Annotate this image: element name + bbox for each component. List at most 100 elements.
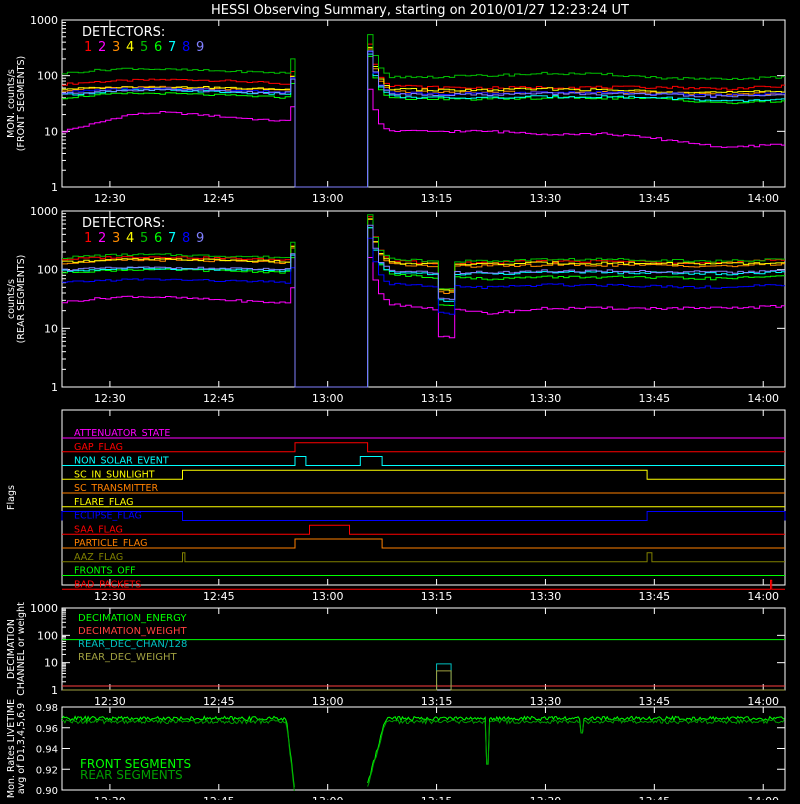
y-tick-label: 10 bbox=[44, 657, 58, 670]
y-tick-label: 1000 bbox=[30, 205, 58, 218]
flag-label: SC_TRANSMITTER bbox=[74, 483, 159, 494]
chart-title: HESSI Observing Summary, starting on 201… bbox=[211, 3, 629, 18]
flag-label: PARTICLE_FLAG bbox=[74, 538, 147, 549]
y-axis-label: avg of D1,3,4,5,6,9 bbox=[16, 703, 27, 794]
panel-frame-1 bbox=[61, 210, 786, 388]
flag-line-non_solar_event bbox=[62, 456, 785, 466]
y-tick-label: 0.96 bbox=[36, 724, 58, 735]
y-tick-label: 100 bbox=[37, 264, 58, 277]
y-axis-label: Flags bbox=[6, 485, 17, 510]
x-tick-label: 13:45 bbox=[638, 695, 670, 708]
flag-line-gap_flag bbox=[62, 442, 785, 453]
x-tick-label: 12:45 bbox=[203, 192, 235, 205]
y-tick-label: 0.98 bbox=[36, 703, 58, 714]
legend-item-3: 3 bbox=[112, 231, 120, 246]
y-tick-label: 1000 bbox=[30, 14, 58, 27]
panel-frame-2 bbox=[61, 409, 786, 586]
x-tick-label: 12:45 bbox=[203, 695, 235, 708]
x-tick-label: 13:00 bbox=[312, 192, 344, 205]
x-tick-label: 13:15 bbox=[421, 590, 453, 603]
x-tick-label: 13:00 bbox=[312, 392, 344, 405]
series-detector-2 bbox=[62, 88, 785, 188]
x-tick-label: 13:15 bbox=[421, 795, 453, 800]
x-tick-label: 12:45 bbox=[203, 795, 235, 800]
flag-label: NON_SOLAR_EVENT bbox=[74, 456, 169, 467]
x-tick-label: 13:45 bbox=[638, 192, 670, 205]
x-tick-label: 13:45 bbox=[638, 590, 670, 603]
x-tick-label: 13:30 bbox=[530, 695, 562, 708]
x-tick-label: 13:00 bbox=[312, 795, 344, 800]
y-tick-label: 1 bbox=[51, 181, 58, 194]
panel-frame-0 bbox=[61, 19, 786, 188]
legend-item-2: 2 bbox=[98, 231, 106, 246]
legend-item-9: 9 bbox=[196, 40, 204, 55]
y-axis-label: Mon. Rates LIVETIME bbox=[6, 699, 17, 798]
x-tick-label: 13:45 bbox=[638, 392, 670, 405]
x-tick-label: 13:00 bbox=[312, 590, 344, 603]
series-detector-6 bbox=[62, 55, 785, 188]
decimation-legend-item: REAR_DEC_WEIGHT bbox=[78, 652, 177, 663]
y-axis-label: counts/s bbox=[6, 279, 17, 319]
x-tick-label: 12:30 bbox=[94, 192, 126, 205]
y-tick-label: 0.94 bbox=[36, 745, 58, 756]
x-tick-label: 14:00 bbox=[747, 795, 779, 800]
legend-item-6: 6 bbox=[154, 231, 162, 246]
x-tick-label: 14:00 bbox=[747, 695, 779, 708]
y-axis-label: CHANNEL or weight bbox=[16, 602, 27, 696]
x-tick-label: 12:30 bbox=[94, 695, 126, 708]
legend-item-8: 8 bbox=[182, 40, 190, 55]
legend-item-1: 1 bbox=[84, 231, 92, 246]
legend-item-5: 5 bbox=[140, 231, 148, 246]
flag-label: FRONTS_OFF bbox=[74, 566, 136, 577]
y-tick-label: 1 bbox=[51, 684, 58, 697]
x-tick-label: 13:00 bbox=[312, 695, 344, 708]
legend-item-1: 1 bbox=[84, 40, 92, 55]
series-detector-9 bbox=[62, 50, 785, 188]
series-detector-9 bbox=[62, 224, 785, 388]
y-axis-label: (REAR SEGMENTS) bbox=[16, 255, 27, 344]
x-tick-label: 14:00 bbox=[747, 192, 779, 205]
flag-label: GAP_FLAG bbox=[74, 442, 123, 453]
legend-item-8: 8 bbox=[182, 231, 190, 246]
livetime-legend-item: REAR SEGMENTS bbox=[80, 768, 183, 782]
legend-item-4: 4 bbox=[126, 40, 134, 55]
series-detector-5 bbox=[62, 214, 785, 388]
legend-item-3: 3 bbox=[112, 40, 120, 55]
series-detector-1 bbox=[62, 43, 785, 188]
decimation-legend-item: REAR_DEC_CHAN/128 bbox=[78, 639, 187, 650]
flag-label: FLARE_FLAG bbox=[74, 497, 134, 508]
x-tick-label: 13:15 bbox=[421, 695, 453, 708]
y-tick-label: 0.92 bbox=[36, 765, 58, 776]
x-tick-label: 14:00 bbox=[747, 590, 779, 603]
livetime-series bbox=[61, 718, 785, 792]
series-detector-8 bbox=[62, 51, 785, 188]
flag-label: BAD_PACKETS bbox=[74, 579, 141, 590]
flag-label: SC_IN_SUNLIGHT bbox=[74, 469, 155, 480]
flag-line-particle_flag bbox=[62, 538, 785, 549]
legend-item-5: 5 bbox=[140, 40, 148, 55]
y-axis-label: DECIMATION bbox=[6, 619, 17, 679]
x-tick-label: 12:30 bbox=[94, 590, 126, 603]
series-detector-3 bbox=[62, 218, 785, 388]
series-detector-5 bbox=[62, 34, 785, 188]
flag-label: ECLIPSE_FLAG bbox=[74, 511, 142, 522]
x-tick-label: 12:45 bbox=[203, 392, 235, 405]
legend-item-4: 4 bbox=[126, 231, 134, 246]
y-axis-label: MON. counts/s bbox=[6, 69, 17, 138]
x-tick-label: 13:30 bbox=[530, 795, 562, 800]
y-tick-label: 1 bbox=[51, 381, 58, 394]
legend-item-7: 7 bbox=[168, 40, 176, 55]
series-detector-2 bbox=[62, 257, 785, 388]
x-tick-label: 13:15 bbox=[421, 392, 453, 405]
y-tick-label: 100 bbox=[37, 70, 58, 83]
x-tick-label: 13:30 bbox=[530, 192, 562, 205]
flag-line-sc_in_sunlight bbox=[62, 469, 785, 480]
flag-label: ATTENUATOR_STATE bbox=[74, 428, 170, 439]
flag-line-saa_flag bbox=[62, 524, 785, 535]
livetime-legend-item: FRONT SEGMENTS bbox=[80, 757, 191, 771]
y-tick-label: 0.90 bbox=[36, 786, 58, 797]
y-tick-label: 100 bbox=[37, 629, 58, 642]
x-tick-label: 13:30 bbox=[530, 590, 562, 603]
x-tick-label: 12:30 bbox=[94, 795, 126, 800]
legend-item-6: 6 bbox=[154, 40, 162, 55]
